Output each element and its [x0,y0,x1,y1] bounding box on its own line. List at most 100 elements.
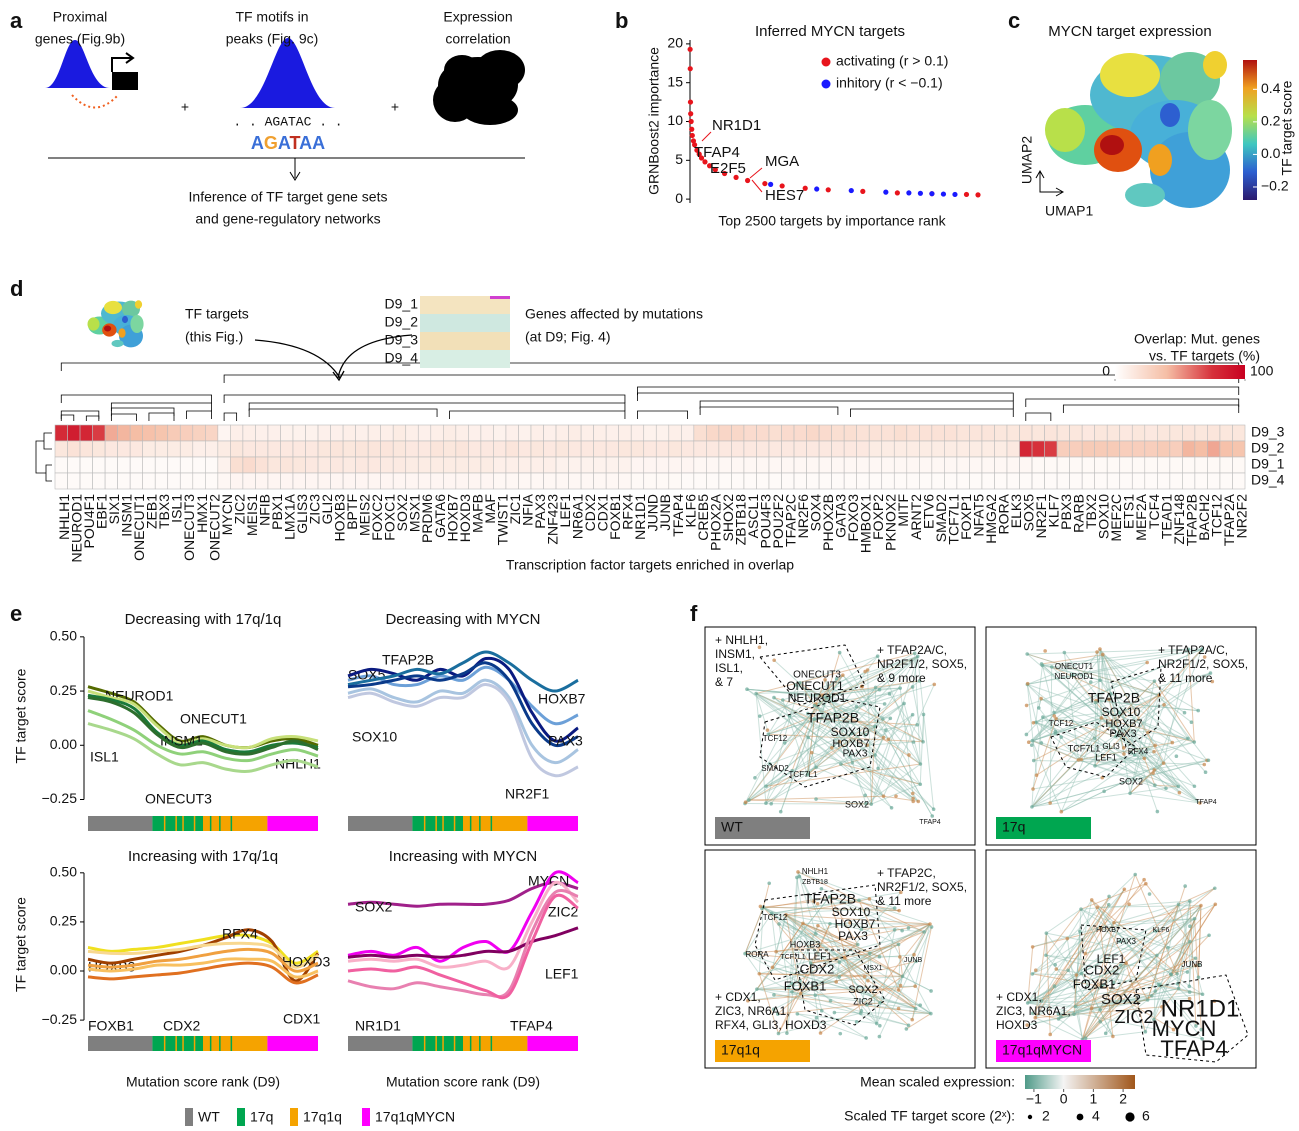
heatmap-cell [644,473,657,489]
heatmap-cell [994,457,1007,473]
heatmap-cell [431,457,444,473]
heatmap-cell [1170,457,1183,473]
heatmap-cell [531,457,544,473]
heatmap-cell [832,441,845,457]
network-node [1035,773,1039,777]
heatmap-cell [1182,441,1195,457]
network-node [888,692,892,696]
network-node [916,800,920,804]
heatmap-cell [418,441,431,457]
network-node [1162,703,1166,707]
network-node [882,794,886,798]
network-node [1026,682,1030,686]
legend-swatch [362,1108,370,1126]
network-node [932,683,936,687]
heatmap-cell [706,425,719,441]
network-node [745,687,749,691]
heatmap-cell [544,441,557,457]
network-node [1065,937,1069,941]
heatmap-cell [468,425,481,441]
network-node [1162,761,1166,765]
dendrogram-branch [850,409,1013,417]
y-tick-label: 10 [667,112,683,128]
heatmap-cell [1095,425,1108,441]
heatmap-cell [656,425,669,441]
heatmap-cell [293,473,306,489]
node-label: SOX2 [1101,991,1141,1008]
dendrogram-branch [111,408,174,416]
heatmap-cell [869,457,882,473]
network-node [890,806,894,810]
network-node [897,1007,901,1011]
heatmap-cell [1020,425,1033,441]
heatmap-cell [130,441,143,457]
series-label: ONECUT3 [145,791,212,807]
network-node [779,810,783,814]
heatmap-cell [393,441,406,457]
row-dendrogram [36,433,52,481]
heatmap-cell [656,457,669,473]
network-note: & 11 more [1158,671,1213,685]
panel-title: Inferred MYCN targets [755,23,905,40]
legend-tick-label: 0 [1060,1091,1068,1107]
legend-label: activating (r > 0.1) [836,53,948,69]
heatmap-cell [506,425,519,441]
heatmap-cell [1232,441,1245,457]
heatmap-cell [556,425,569,441]
heatmap-cell [143,425,156,441]
heatmap-cell [782,473,795,489]
gene-annotation: HES7 [765,187,804,204]
heatmap-cell [594,441,607,457]
step-label: correlation [445,31,510,47]
strip-mix [470,1036,472,1051]
group-strip [203,1036,267,1051]
heatmap-cell [794,473,807,489]
strip-mix [182,1036,184,1051]
network-node [907,1024,911,1028]
heatmap-cell [631,441,644,457]
heatmap-cell [205,425,218,441]
heatmap-cell [844,441,857,457]
network-node [1060,810,1064,814]
x-axis-label: Transcription factor targets enriched in… [506,557,794,573]
heatmap-cell [907,425,920,441]
heatmap-cell [1020,473,1033,489]
network-node [897,909,901,913]
heatmap-cell [80,473,93,489]
network-node [1079,907,1083,911]
size-key [1028,1115,1032,1119]
network-node [747,798,751,802]
chart-title: Increasing with 17q/1q [128,848,278,865]
heatmap-cell [205,457,218,473]
target-point [688,66,693,71]
heatmap-cell [368,457,381,473]
step-label: genes (Fig.9b) [35,31,125,47]
row-label: D9_3 [1251,424,1285,440]
heatmap-cell [230,457,243,473]
heatmap-cell [769,473,782,489]
network-node [764,801,768,805]
heatmap-cell [1232,473,1245,489]
panel-letter: b [615,8,628,33]
network-node [930,814,934,818]
heatmap-cell [280,441,293,457]
heatmap-cell [80,457,93,473]
heatmap-cell [343,441,356,457]
heatmap-cell [193,441,206,457]
genotype-label: WT [721,819,743,835]
heatmap-cell [1170,425,1183,441]
node-label: MSX1 [863,965,882,972]
network-node [781,698,785,702]
step-label: TF motifs in [235,9,308,25]
network-node [1193,784,1197,788]
legend-tick-label: 1 [1089,1091,1097,1107]
network-node [758,714,762,718]
node-label: TCF7L1 [780,954,805,961]
group-strip [152,816,203,831]
heatmap-cell [493,457,506,473]
network-node [889,717,893,721]
heatmap-cell [631,473,644,489]
heatmap-cell [1220,473,1233,489]
network-node [1151,771,1155,775]
strip-mix [454,1036,456,1051]
